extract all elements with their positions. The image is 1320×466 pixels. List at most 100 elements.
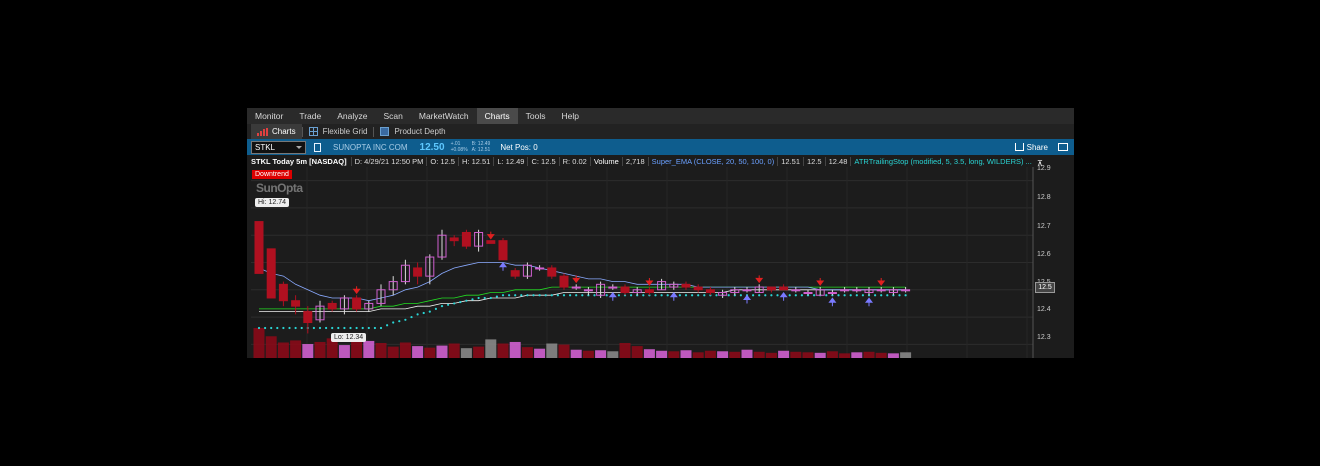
candle-body bbox=[388, 281, 398, 291]
share-icon bbox=[1014, 143, 1024, 151]
volume-bar bbox=[631, 346, 643, 358]
volume-label: Volume bbox=[589, 156, 622, 166]
candle-body bbox=[876, 289, 886, 292]
menu-trade[interactable]: Trade bbox=[299, 111, 322, 121]
candle-body bbox=[583, 289, 593, 292]
atr-stop-dot bbox=[349, 326, 352, 330]
volume-bar bbox=[314, 341, 326, 358]
atr-stop-dot bbox=[410, 315, 413, 319]
atr-stop-dot bbox=[325, 326, 328, 330]
menu-monitor[interactable]: Monitor bbox=[255, 111, 284, 121]
menu-marketwatch[interactable]: MarketWatch bbox=[418, 111, 469, 121]
volume-bar bbox=[497, 343, 509, 358]
atr-stop-dot bbox=[697, 294, 700, 297]
ema-value-3: 12.48 bbox=[824, 156, 851, 166]
atr-stop-dot bbox=[367, 326, 370, 330]
atr-stop-dot bbox=[654, 294, 657, 297]
atr-stop-dot bbox=[770, 294, 773, 297]
bar-date: D: 4/29/21 12:50 PM bbox=[350, 156, 427, 166]
menu-tools[interactable]: Tools bbox=[525, 111, 546, 121]
atr-stop-dot bbox=[666, 294, 669, 297]
candle-body bbox=[315, 305, 325, 321]
volume-bar bbox=[387, 346, 399, 358]
atr-trailing-stop-label[interactable]: ATRTrailingStop (modified, 5, 3.5, long,… bbox=[850, 156, 1034, 166]
super-ema-label[interactable]: Super_EMA (CLOSE, 20, 50, 100, 0) bbox=[647, 156, 778, 166]
candle-body bbox=[779, 286, 789, 291]
atr-stop-dot bbox=[392, 321, 395, 324]
low-callout: Lo: 12.34 bbox=[331, 333, 367, 342]
symbol-info-icon[interactable] bbox=[314, 142, 321, 152]
y-tick: 12.3 bbox=[1037, 334, 1051, 341]
bar-low: L: 12.49 bbox=[493, 156, 527, 166]
candle-body bbox=[364, 302, 374, 310]
atr-stop-dot bbox=[355, 326, 358, 330]
atr-stop-dot bbox=[593, 294, 596, 297]
sell-signal-arrow bbox=[645, 278, 654, 286]
atr-stop-dot bbox=[660, 294, 663, 297]
detach-window-icon[interactable] bbox=[1058, 143, 1068, 151]
atr-stop-dot bbox=[880, 294, 883, 297]
volume-bar bbox=[887, 353, 899, 358]
candle-body bbox=[693, 286, 703, 291]
candle-body bbox=[461, 231, 471, 247]
main-menu-bar: Monitor Trade Analyze Scan MarketWatch C… bbox=[247, 108, 1074, 124]
atr-stop-dot bbox=[495, 295, 498, 298]
atr-stop-dot bbox=[617, 294, 620, 297]
atr-stop-dot bbox=[575, 294, 578, 297]
candle-body bbox=[498, 240, 508, 261]
ask-price: A: 12.51 bbox=[471, 147, 491, 153]
atr-stop-dot bbox=[758, 294, 761, 297]
subtab-charts[interactable]: Charts bbox=[251, 124, 302, 139]
atr-stop-dot bbox=[312, 326, 315, 330]
price-chart bbox=[251, 167, 1034, 358]
divider bbox=[301, 126, 303, 137]
chart-area[interactable]: STKL Today 5m [NASDAQ] D: 4/29/21 12:50 … bbox=[247, 155, 1074, 358]
volume-bar bbox=[778, 350, 790, 358]
candle-body bbox=[266, 248, 276, 299]
candle-body bbox=[474, 231, 484, 247]
candle-body bbox=[815, 289, 825, 296]
candle-body bbox=[718, 292, 728, 296]
ema-value-1: 12.51 bbox=[777, 156, 803, 166]
y-tick: 12.4 bbox=[1037, 306, 1051, 313]
high-callout: Hi: 12.74 bbox=[255, 198, 290, 207]
atr-stop-dot bbox=[361, 326, 364, 330]
atr-stop-dot bbox=[556, 294, 559, 297]
atr-stop-dot bbox=[904, 294, 907, 297]
share-button[interactable]: Share bbox=[1014, 143, 1048, 152]
menu-analyze[interactable]: Analyze bbox=[337, 111, 368, 121]
atr-stop-dot bbox=[447, 303, 450, 306]
subtab-flexible-grid[interactable]: Flexible Grid bbox=[303, 124, 374, 139]
atr-stop-dot bbox=[715, 294, 718, 297]
atr-stop-dot bbox=[837, 294, 840, 297]
menu-charts[interactable]: Charts bbox=[476, 108, 518, 124]
volume-bar bbox=[485, 339, 497, 358]
volume-bar bbox=[534, 348, 546, 358]
menu-help[interactable]: Help bbox=[561, 111, 579, 121]
atr-stop-dot bbox=[459, 300, 462, 304]
atr-stop-dot bbox=[843, 294, 846, 297]
sell-signal-arrow bbox=[755, 275, 764, 284]
atr-stop-dot bbox=[776, 294, 779, 297]
volume-bar bbox=[351, 334, 363, 358]
divider bbox=[373, 126, 375, 137]
symbol-input[interactable]: STKL bbox=[251, 140, 306, 154]
subtab-product-depth[interactable]: Product Depth bbox=[374, 124, 451, 139]
zoom-icon[interactable]: ⊼ bbox=[1037, 159, 1043, 168]
candle-body bbox=[413, 267, 423, 277]
grid-icon bbox=[308, 127, 318, 136]
atr-stop-dot bbox=[605, 294, 608, 297]
atr-stop-dot bbox=[404, 318, 407, 321]
volume-bar bbox=[692, 352, 704, 358]
atr-stop-dot bbox=[794, 294, 797, 297]
candle-body bbox=[510, 270, 520, 277]
atr-stop-dot bbox=[898, 294, 901, 297]
candle-body bbox=[571, 286, 581, 289]
menu-scan[interactable]: Scan bbox=[383, 111, 403, 121]
candle-body bbox=[657, 281, 667, 291]
volume-bar bbox=[753, 351, 765, 358]
volume-bar bbox=[839, 353, 851, 358]
percent-change: +0.08% bbox=[450, 147, 468, 153]
volume-bar bbox=[375, 343, 387, 358]
atr-stop-dot bbox=[630, 294, 633, 297]
